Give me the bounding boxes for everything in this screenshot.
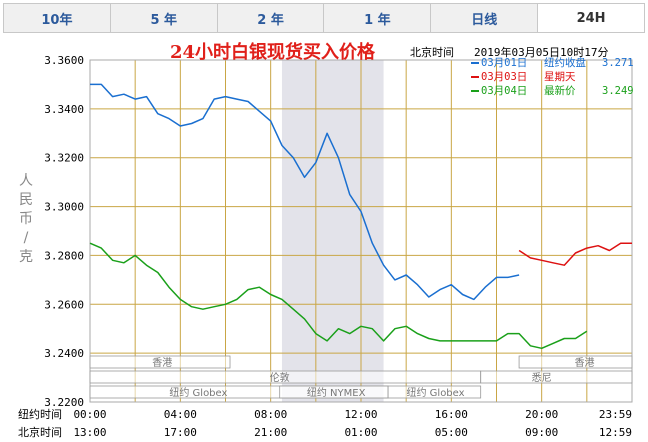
legend: 03月01日 纽约收盘 3.271 03月03日 星期天 03月04日 最新价 3.249 [471, 56, 634, 97]
tab-2y[interactable]: 2 年 [217, 4, 325, 32]
legend-series-name: 03月04日 [481, 85, 527, 97]
plot-border [89, 59, 633, 403]
market-session-label: 纽约 NYMEX [307, 386, 366, 399]
shaded-session [281, 60, 384, 402]
tab-5y[interactable]: 5 年 [110, 4, 218, 32]
market-session-bar [480, 370, 633, 384]
tab-daily[interactable]: 日线 [431, 4, 539, 32]
tab-24h[interactable]: 24H [538, 4, 644, 32]
y-tick-label: 3.3000 [44, 201, 84, 214]
chart-title: 24小时白银现货买入价格 [170, 41, 376, 63]
x-tick-label: 04:00 [164, 408, 197, 421]
market-session-bar [387, 385, 482, 399]
x-tick-label: 13:00 [73, 426, 106, 439]
series-line-2 [89, 242, 588, 350]
y-tick-label: 3.2600 [44, 298, 84, 311]
market-session-label: 伦敦 [270, 371, 290, 384]
legend-series-value: 3.271 [602, 57, 634, 69]
y-unit-char: 人 [19, 173, 33, 189]
market-session-label: 香港 [152, 357, 172, 369]
market-session-label: 纽约 Globex [406, 386, 464, 399]
x-tick-label: 05:00 [435, 426, 468, 439]
chart-grid [89, 59, 633, 403]
current-datetime: 2019年03月05日10时17分 [474, 45, 608, 59]
y-unit-char: 克 [19, 249, 33, 265]
period-tabs: 10年 5 年 2 年 1 年 日线 24H [3, 3, 645, 33]
y-unit-char: 民 [19, 192, 33, 208]
legend-series-label: 最新价 [544, 84, 576, 97]
x-tick-label: 17:00 [164, 426, 197, 439]
y-tick-label: 3.2800 [44, 249, 84, 262]
market-session-label: 悉尼 [532, 372, 552, 384]
x-tick-label: 01:00 [344, 426, 377, 439]
beijing-time-label: 北京时间 [410, 45, 454, 59]
tab-1y[interactable]: 1 年 [324, 4, 432, 32]
series-line-0 [90, 83, 520, 301]
legend-series-label: 星期天 [544, 71, 576, 83]
y-tick-label: 3.3200 [44, 152, 84, 165]
series-line-1 [518, 242, 632, 266]
y-axis-unit-label: 人民币 / 克 [19, 173, 33, 265]
y-unit-char: 币 [19, 211, 33, 227]
beijing-time-row-label: 北京时间 [18, 425, 62, 439]
market-session-bar [89, 355, 231, 369]
legend-series-name: 03月01日 [481, 57, 527, 69]
y-tick-labels: 3.3600 3.3400 3.3200 3.3000 3.2800 3.2600 3.24… [44, 54, 84, 409]
x-tick-label: 00:00 [73, 408, 106, 421]
market-session-label: 纽约 Globex [169, 386, 227, 399]
tab-10y[interactable]: 10年 [4, 4, 111, 32]
x-tick-labels: 00:00 04:00 08:00 12:00 16:00 20:00 23:59 13:00… [73, 408, 632, 439]
y-tick-label: 3.2200 [44, 396, 84, 409]
ny-time-row-label: 纽约时间 [18, 407, 62, 421]
x-tick-label: 09:00 [525, 426, 558, 439]
y-tick-label: 3.2400 [44, 347, 84, 360]
x-tick-label: 21:00 [254, 426, 287, 439]
market-session-bar [518, 355, 633, 369]
y-tick-label: 3.3600 [44, 54, 84, 67]
x-tick-label: 23:59 [599, 408, 632, 421]
x-tick-label: 12:59 [599, 426, 632, 439]
y-tick-label: 3.3400 [44, 103, 84, 116]
series-lines [89, 83, 632, 350]
x-tick-label: 20:00 [525, 408, 558, 421]
market-session-label: 香港 [575, 357, 595, 369]
x-tick-label: 12:00 [344, 408, 377, 421]
legend-series-value: 3.249 [602, 85, 634, 97]
legend-series-name: 03月03日 [481, 71, 527, 83]
x-tick-label: 08:00 [254, 408, 287, 421]
legend-series-label: 纽约收盘 [544, 56, 586, 69]
x-tick-label: 16:00 [435, 408, 468, 421]
y-unit-char: / [24, 230, 29, 246]
